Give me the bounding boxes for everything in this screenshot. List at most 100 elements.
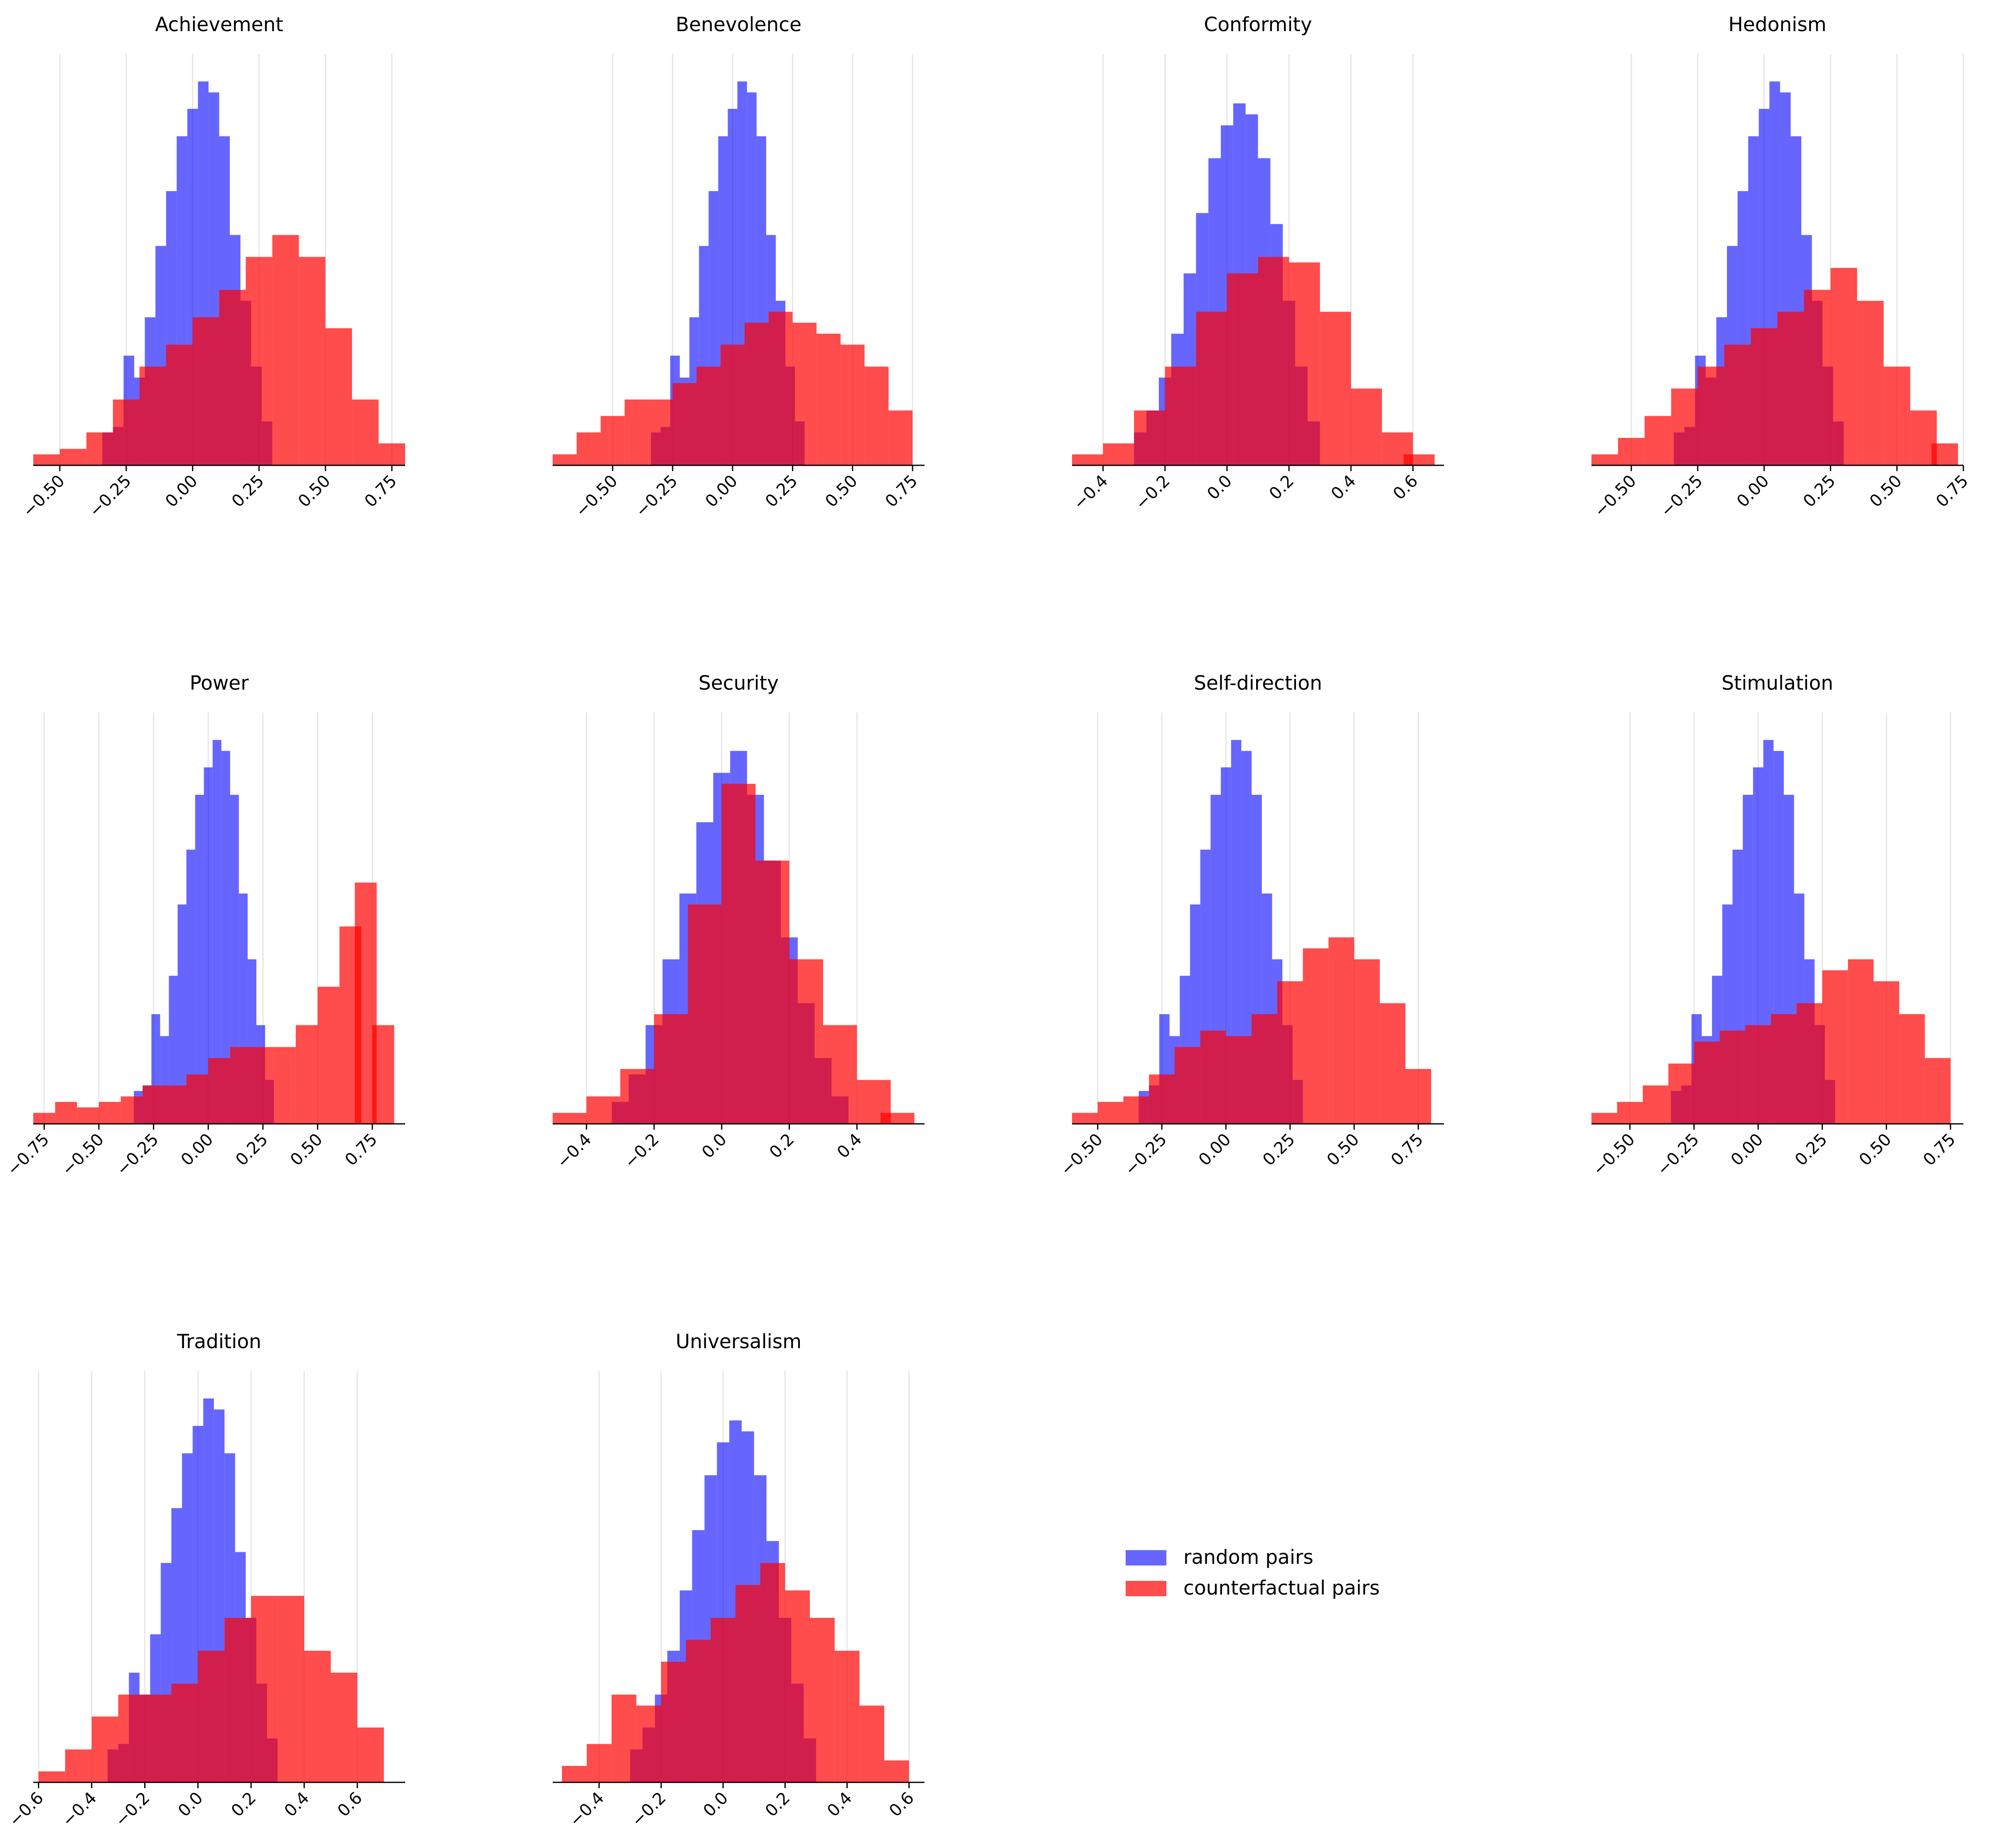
x-tick-label: −0.2 — [628, 1789, 670, 1831]
bar-counterfactual-pairs — [1804, 290, 1831, 465]
bar-counterfactual-pairs — [1165, 366, 1196, 465]
x-tick-label: 0.25 — [1800, 472, 1840, 511]
bar-counterfactual-pairs — [1103, 443, 1134, 465]
bar-counterfactual-pairs — [1884, 366, 1911, 465]
bar-counterfactual-pairs — [246, 257, 273, 465]
bar-counterfactual-pairs — [1303, 948, 1329, 1124]
bar-counterfactual-pairs — [91, 1716, 118, 1782]
bar-counterfactual-pairs — [192, 317, 219, 465]
bar-counterfactual-pairs — [98, 1102, 121, 1124]
x-tick-label: −0.25 — [632, 472, 681, 521]
bar-counterfactual-pairs — [86, 432, 113, 465]
bar-counterfactual-pairs — [661, 1661, 686, 1782]
panel-title: Power — [189, 672, 249, 695]
legend-label-random: random pairs — [1183, 1546, 1313, 1569]
bar-counterfactual-pairs — [1644, 416, 1671, 465]
bar-counterfactual-pairs — [636, 1705, 662, 1782]
bar-counterfactual-pairs — [859, 1705, 885, 1782]
bar-counterfactual-pairs — [278, 1596, 305, 1782]
x-tick-label: 0.25 — [1259, 1130, 1299, 1170]
panel-self-direction: −0.50 −0.25 0.00 0.25 0.50 0.75 Self-direction — [1057, 672, 1444, 1180]
panel-title: Security — [698, 672, 779, 695]
bar-counterfactual-pairs — [768, 312, 793, 465]
bar-counterfactual-pairs — [1591, 454, 1618, 465]
panel-benevolence: −0.50 −0.25 0.00 0.25 0.50 0.75 Benevolence — [553, 13, 925, 521]
bar-counterfactual-pairs — [145, 1694, 172, 1782]
bar-counterfactual-pairs — [121, 1096, 143, 1124]
bar-counterfactual-pairs — [379, 443, 405, 465]
bar-counterfactual-pairs — [118, 1694, 145, 1782]
panel-power: −0.75 −0.50 −0.25 0.00 0.25 0.50 0.75 Power — [3, 672, 405, 1180]
bar-counterfactual-pairs — [1724, 344, 1751, 465]
bar-counterfactual-pairs — [576, 432, 601, 465]
bar-counterfactual-pairs — [166, 344, 193, 465]
x-tick-label: −0.50 — [1591, 472, 1640, 521]
x-tick-label: 0.4 — [824, 1789, 856, 1821]
x-tick-label: 0.75 — [342, 1130, 381, 1170]
x-tick-label: 0.50 — [295, 472, 334, 511]
x-tick-label: 0.50 — [1855, 1130, 1895, 1170]
bar-counterfactual-pairs — [38, 1771, 65, 1782]
bar-counterfactual-pairs — [1777, 312, 1804, 465]
bar-counterfactual-pairs — [1771, 1014, 1797, 1124]
x-tick-label: 0.50 — [287, 1130, 327, 1170]
bar-counterfactual-pairs — [33, 1113, 55, 1124]
bar-counterfactual-pairs — [1899, 1014, 1925, 1124]
bar-counterfactual-pairs — [1404, 454, 1435, 465]
bar-counterfactual-pairs — [208, 1058, 230, 1124]
bar-counterfactual-pairs — [295, 1025, 318, 1124]
bar-counterfactual-pairs — [1822, 970, 1848, 1124]
bar-counterfactual-pairs — [586, 1096, 620, 1124]
bar-counterfactual-pairs — [688, 904, 722, 1124]
panel-title: Universalism — [676, 1330, 802, 1353]
x-tick-label: 0.6 — [1390, 472, 1422, 504]
bar-counterfactual-pairs — [672, 383, 697, 465]
x-tick-label: 0.6 — [885, 1789, 918, 1821]
x-tick-label: 0.2 — [1266, 472, 1298, 504]
x-tick-label: 0.2 — [766, 1130, 798, 1162]
bar-counterfactual-pairs — [611, 1694, 637, 1782]
x-tick-label: 0.25 — [228, 472, 268, 511]
bar-counterfactual-pairs — [880, 1113, 915, 1124]
x-tick-label: −0.50 — [58, 1130, 108, 1180]
bar-counterfactual-pairs — [219, 290, 246, 465]
x-tick-label: −0.4 — [566, 1789, 608, 1831]
x-tick-label: −0.2 — [621, 1130, 663, 1172]
x-tick-label: 0.4 — [834, 1130, 866, 1162]
bar-counterfactual-pairs — [198, 1651, 225, 1782]
x-tick-label: 0.75 — [1387, 1130, 1427, 1170]
panel-title: Achievement — [155, 13, 283, 36]
x-tick-label: 0.75 — [1920, 1130, 1960, 1170]
bar-counterfactual-pairs — [372, 1025, 394, 1124]
bar-counterfactual-pairs — [755, 860, 789, 1124]
bar-counterfactual-pairs — [1848, 959, 1874, 1124]
x-tick-label: −0.2 — [1132, 472, 1174, 514]
panel-security: −0.4 −0.2 0.0 0.2 0.4 Security — [553, 672, 925, 1172]
bar-counterfactual-pairs — [317, 987, 340, 1124]
bar-counterfactual-pairs — [252, 1047, 274, 1124]
x-tick-label: −0.50 — [572, 472, 621, 521]
bar-counterfactual-pairs — [888, 410, 913, 465]
bar-counterfactual-pairs — [553, 454, 577, 465]
legend-label-counterfactual: counterfactual pairs — [1183, 1577, 1380, 1600]
bar-counterfactual-pairs — [1277, 981, 1303, 1124]
bar-counterfactual-pairs — [1097, 1102, 1124, 1124]
x-tick-label: 0.75 — [1933, 472, 1972, 511]
x-tick-label: −0.75 — [3, 1130, 53, 1180]
bar-counterfactual-pairs — [1134, 410, 1165, 465]
bar-counterfactual-pairs — [230, 1047, 252, 1124]
bar-counterfactual-pairs — [1328, 937, 1354, 1124]
bar-random-pairs — [195, 795, 204, 1124]
bar-random-pairs — [230, 795, 239, 1124]
panel-title: Self-direction — [1194, 672, 1322, 695]
bar-counterfactual-pairs — [1668, 1063, 1694, 1124]
bar-counterfactual-pairs — [1380, 1003, 1406, 1124]
bar-counterfactual-pairs — [1591, 1113, 1617, 1124]
bar-counterfactual-pairs — [304, 1651, 331, 1782]
bar-counterfactual-pairs — [654, 1014, 688, 1124]
x-tick-label: 0.2 — [228, 1789, 260, 1821]
x-tick-label: 0.25 — [1791, 1130, 1831, 1170]
x-tick-label: 0.6 — [334, 1789, 366, 1821]
bar-counterfactual-pairs — [331, 1673, 357, 1782]
bar-counterfactual-pairs — [1320, 312, 1351, 465]
